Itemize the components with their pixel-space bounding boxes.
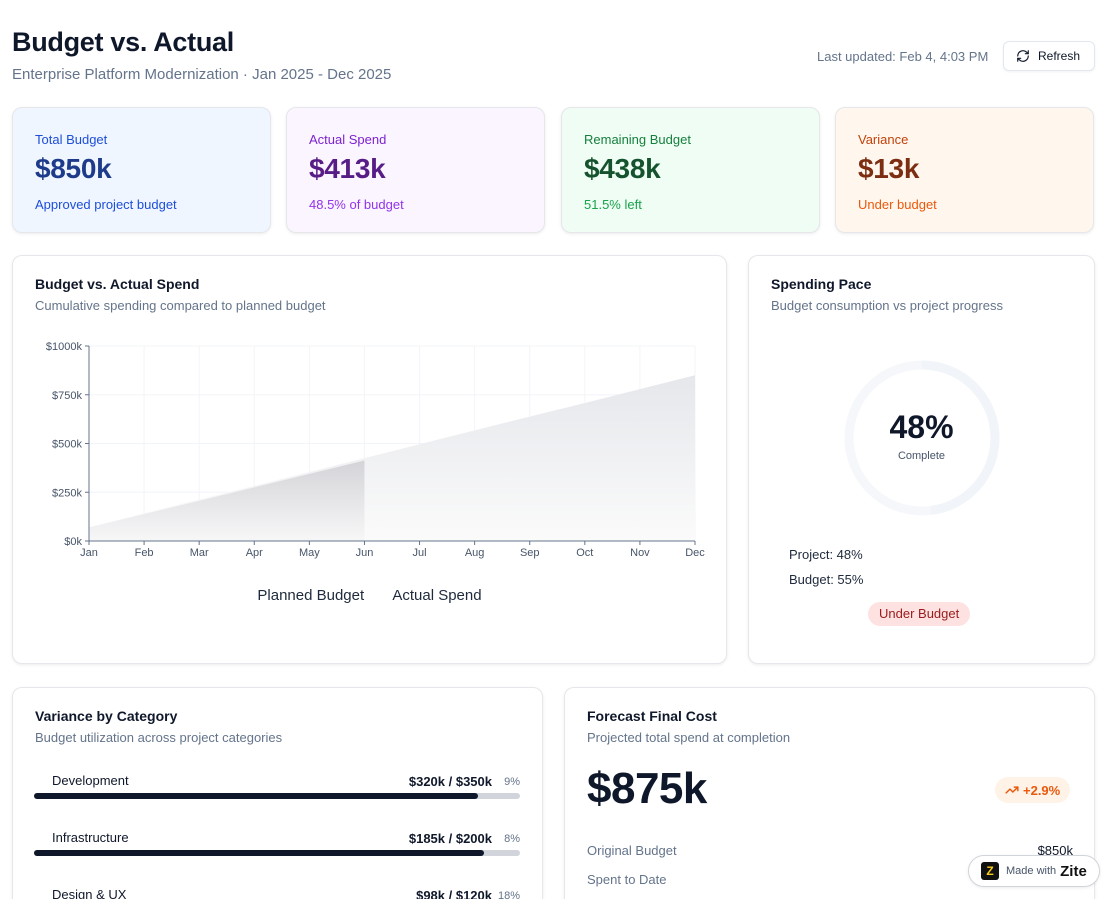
spend-chart: $0k $250k $500k $750k $1000k Jan Feb Mar Apr May J… <box>46 341 705 559</box>
trend-badge: +2.9% <box>995 777 1071 803</box>
spend-chart-card: Budget vs. Actual Spend Cumulative spend… <box>12 255 727 664</box>
pace-progress-ring <box>844 360 1000 516</box>
status-badge: Under Budget <box>868 602 971 626</box>
x-tick-label: Apr <box>246 547 263 559</box>
chart-legend: Planned Budget Actual Spend <box>13 587 726 604</box>
x-tick-label: Mar <box>190 547 209 559</box>
y-tick-label: $250k <box>52 487 82 499</box>
stat-sub: Approved project budget <box>35 197 177 212</box>
last-updated-text: Last updated: Feb 4, 4:03 PM <box>817 49 989 64</box>
row-label: Original Budget <box>587 843 677 858</box>
pace-percentage: 48% <box>889 409 954 445</box>
stat-value: $438k <box>584 153 661 184</box>
row-value: $850k <box>1037 843 1073 858</box>
x-tick-label: Nov <box>630 547 650 559</box>
forecast-value: $875k <box>587 764 707 813</box>
stat-label: Actual Spend <box>309 132 387 147</box>
category-amount: $98k / $120k <box>416 888 492 899</box>
y-tick-label: $1000k <box>46 341 83 353</box>
category-progress-track <box>34 850 520 856</box>
x-tick-label: Sep <box>520 547 540 559</box>
y-tick-label: $500k <box>52 439 82 451</box>
stat-sub: 51.5% left <box>584 197 642 212</box>
refresh-button[interactable]: Refresh <box>1003 41 1095 71</box>
y-tick-label: $750k <box>52 390 82 402</box>
stat-value: $413k <box>309 153 386 184</box>
variance-card: Variance by Category Budget utilization … <box>12 687 543 899</box>
refresh-label: Refresh <box>1038 49 1081 63</box>
trending-up-icon <box>1005 786 1019 794</box>
brand-name: Zite <box>1060 862 1087 880</box>
x-tick-label: Dec <box>685 547 705 559</box>
made-with-zite-badge[interactable]: Z Made with Zite <box>968 855 1100 887</box>
y-tick-label: $0k <box>64 536 82 548</box>
card-title: Forecast Final Cost <box>587 708 717 724</box>
category-progress-fill <box>34 850 484 856</box>
x-tick-label: Jul <box>413 547 427 559</box>
x-tick-label: Aug <box>465 547 485 559</box>
forecast-card: Forecast Final Cost Projected total spen… <box>564 687 1095 899</box>
stat-card-variance: Variance $13k Under budget <box>835 107 1094 233</box>
budget-consumption-text: Budget: 55% <box>789 572 864 587</box>
x-tick-label: Oct <box>576 547 593 559</box>
stat-label: Total Budget <box>35 132 108 147</box>
legend-actual-spend[interactable]: Actual Spend <box>392 587 482 604</box>
category-amount: $185k / $200k <box>408 831 492 846</box>
category-variance-pct: 8% <box>504 833 520 845</box>
card-title: Variance by Category <box>35 708 178 724</box>
category-variance-pct: 9% <box>504 776 520 788</box>
stat-value: $850k <box>35 153 112 184</box>
actual-spend-area <box>89 460 365 541</box>
zite-logo-icon: Z <box>981 862 999 880</box>
x-tick-label: Jan <box>80 547 98 559</box>
page-subtitle: Enterprise Platform Modernization · Jan … <box>12 66 392 83</box>
stat-label: Variance <box>858 132 909 147</box>
stat-card-total-budget: Total Budget $850k Approved project budg… <box>12 107 271 233</box>
refresh-icon <box>1017 50 1029 62</box>
stat-value: $13k <box>858 153 920 184</box>
forecast-row-spent-to-date: Spent to Date <box>587 872 1073 887</box>
card-subtitle: Cumulative spending compared to planned … <box>35 298 326 313</box>
row-label: Spent to Date <box>587 872 667 887</box>
category-variance-pct: 18% <box>497 890 520 899</box>
card-subtitle: Budget consumption vs project progress <box>771 298 1003 313</box>
pace-caption: Complete <box>897 450 946 462</box>
forecast-row-original-budget: Original Budget $850k <box>587 843 1073 858</box>
category-name: Design & UX <box>52 887 127 899</box>
legend-planned-budget[interactable]: Planned Budget <box>257 587 365 604</box>
project-progress-text: Project: 48% <box>789 547 863 562</box>
x-tick-label: Feb <box>135 547 154 559</box>
card-title: Budget vs. Actual Spend <box>35 276 200 292</box>
card-subtitle: Budget utilization across project catego… <box>35 730 283 745</box>
page-title: Budget vs. Actual <box>12 27 234 57</box>
x-tick-label: May <box>299 547 320 559</box>
card-title: Spending Pace <box>771 276 872 292</box>
card-subtitle: Projected total spend at completion <box>587 730 791 745</box>
trend-value: +2.9% <box>1023 782 1061 798</box>
stat-sub: 48.5% of budget <box>309 197 404 212</box>
x-tick-label: Jun <box>356 547 374 559</box>
stat-label: Remaining Budget <box>584 132 691 147</box>
stat-sub: Under budget <box>858 197 937 212</box>
category-name: Infrastructure <box>52 830 129 845</box>
category-amount: $320k / $350k <box>408 774 492 789</box>
made-with-text: Made with <box>1006 865 1057 877</box>
stat-card-actual-spend: Actual Spend $413k 48.5% of budget <box>286 107 545 233</box>
stat-card-remaining-budget: Remaining Budget $438k 51.5% left <box>561 107 820 233</box>
pace-ring-progress <box>844 360 1000 516</box>
spending-pace-card: Spending Pace Budget consumption vs proj… <box>748 255 1095 664</box>
category-progress-fill <box>34 793 479 799</box>
category-name: Development <box>52 773 129 788</box>
category-progress-track <box>34 793 520 799</box>
